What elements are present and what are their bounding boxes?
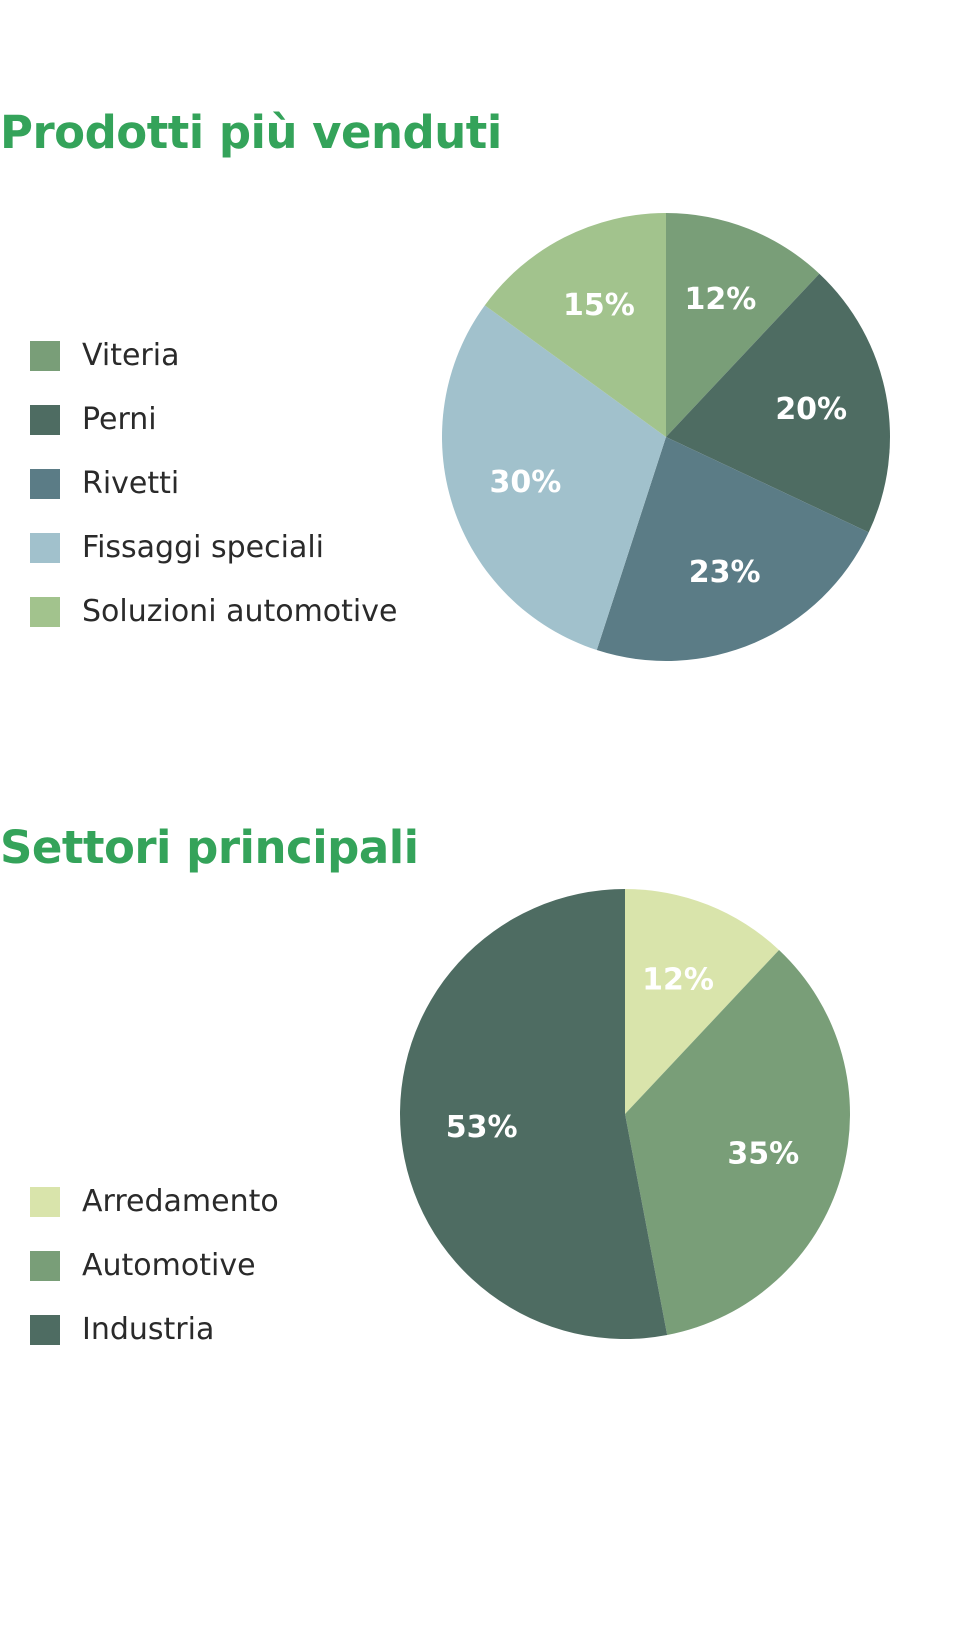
legend-label: Arredamento [82,1184,279,1219]
pie-slice [666,273,891,533]
legend-swatch [30,469,60,499]
chart-sectors: Settori principali Arredamento Automotiv… [0,760,978,1645]
pie-slice [625,889,780,1114]
pie-slice [625,949,850,1336]
pie-slice [596,437,869,661]
legend-label: Fissaggi speciali [82,530,325,565]
legend-label: Rivetti [82,466,180,501]
slice-value-label: 12% [642,963,714,998]
legend-label: Automotive [82,1248,256,1283]
pie-slice [400,889,668,1339]
legend-swatch [30,341,60,371]
pie-slice [666,213,820,437]
legend-swatch [30,597,60,627]
legend-label: Viteria [82,338,180,373]
chart-title: Settori principali [0,821,419,874]
legend-label: Perni [82,402,157,437]
slice-value-label: 15% [563,288,635,323]
pie-chart: 12% 20% 23% 30% 15% [441,213,891,661]
slice-value-label: 23% [689,555,761,590]
legend-swatch [30,1187,60,1217]
chart-products: Prodotti più venduti Viteria Perni Rivet… [0,0,978,760]
chart-title: Prodotti più venduti [0,106,502,159]
legend-swatch [30,533,60,563]
legend-swatch [30,1315,60,1345]
slice-value-label: 35% [727,1137,799,1172]
pie-chart: 12% 35% 53% [400,889,850,1339]
slice-value-label: 20% [775,392,847,427]
pie-slice [484,213,666,437]
legend-label: Industria [82,1312,215,1347]
slice-value-label: 30% [489,465,561,500]
slice-value-label: 12% [685,282,757,317]
pie-slice [441,305,666,651]
legend-label: Soluzioni automotive [82,594,398,629]
legend-swatch [30,405,60,435]
slice-value-label: 53% [446,1110,518,1145]
legend-swatch [30,1251,60,1281]
